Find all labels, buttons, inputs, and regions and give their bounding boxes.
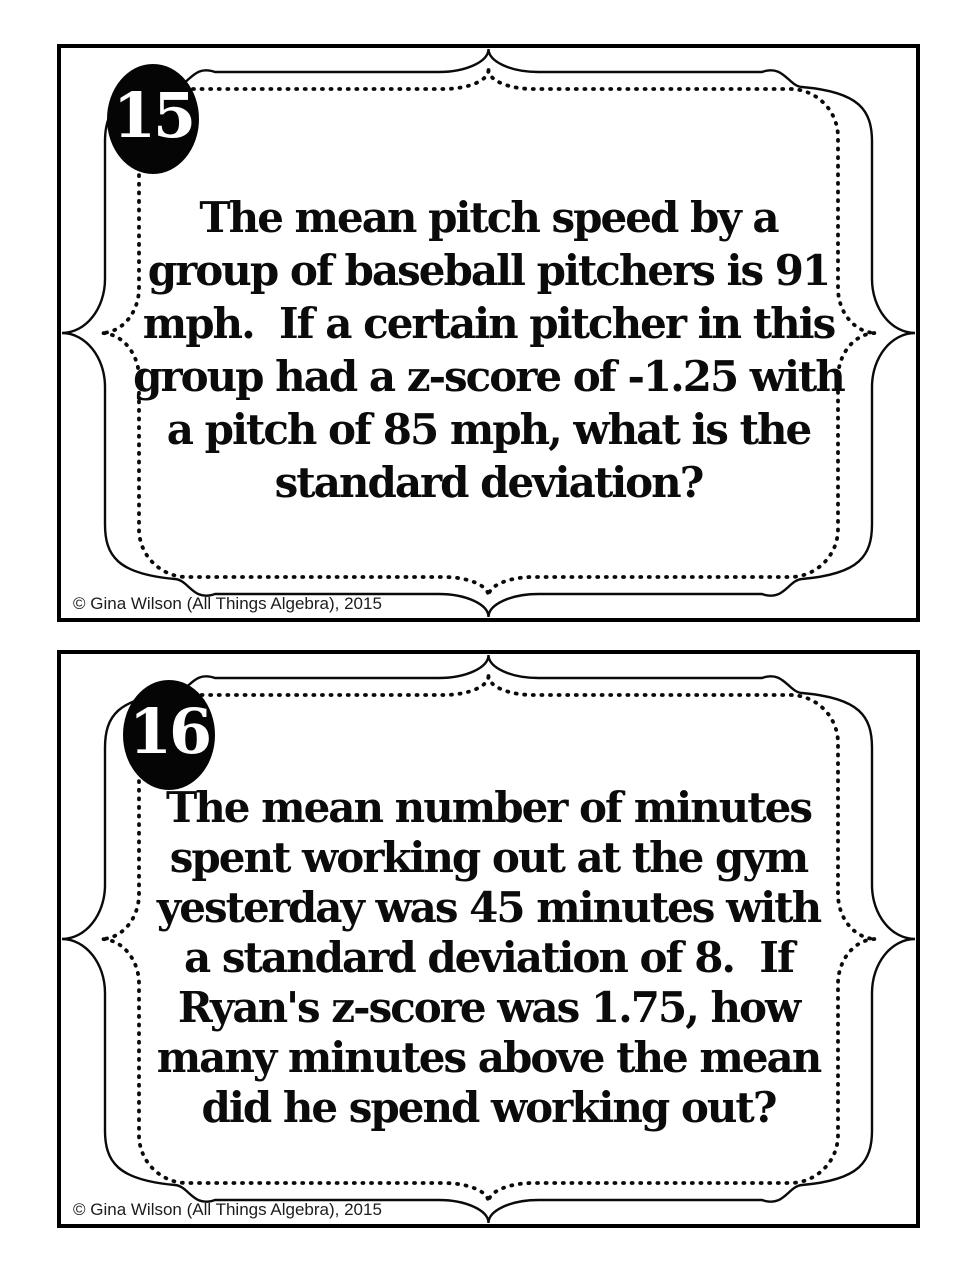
- question-line: many minutes above the mean: [156, 1033, 823, 1082]
- decorative-bracket-frame: [61, 48, 916, 618]
- task-card-16: 16 The mean number of minutes spent work…: [57, 650, 920, 1228]
- copyright-text: © Gina Wilson (All Things Algebra), 2015: [73, 594, 382, 613]
- copyright-text: © Gina Wilson (All Things Algebra), 2015: [73, 1200, 382, 1219]
- question-line: standard deviation?: [274, 458, 705, 507]
- question-line: The mean number of minutes: [166, 783, 813, 832]
- decorative-bracket-frame: [61, 654, 916, 1224]
- question-text: The mean number of minutes spent working…: [131, 783, 846, 1133]
- card-number-badge: 15: [107, 64, 199, 174]
- question-line: did he spend working out?: [201, 1083, 778, 1132]
- frame-solid-line: [61, 654, 916, 1224]
- card-number: 15: [112, 79, 196, 152]
- question-line: The mean pitch speed by a: [199, 193, 779, 242]
- question-line: group of baseball pitchers is 91: [147, 246, 831, 295]
- question-text: The mean pitch speed by a group of baseb…: [131, 191, 846, 509]
- question-line: yesterday was 45 minutes with: [156, 883, 822, 932]
- question-line: a standard deviation of 8. If: [183, 933, 795, 982]
- task-card-15: 15 The mean pitch speed by a group of ba…: [57, 44, 920, 622]
- question-line: spent working out at the gym: [169, 833, 809, 882]
- question-line: Ryan's z-score was 1.75, how: [177, 983, 801, 1032]
- question-line: a pitch of 85 mph, what is the: [166, 405, 812, 454]
- frame-solid-line: [61, 48, 916, 618]
- question-line: mph. If a certain pitcher in this: [142, 299, 837, 348]
- question-line: group had a z-score of -1.25 with: [133, 352, 846, 401]
- card-number: 16: [128, 695, 212, 768]
- card-number-badge: 16: [123, 680, 215, 790]
